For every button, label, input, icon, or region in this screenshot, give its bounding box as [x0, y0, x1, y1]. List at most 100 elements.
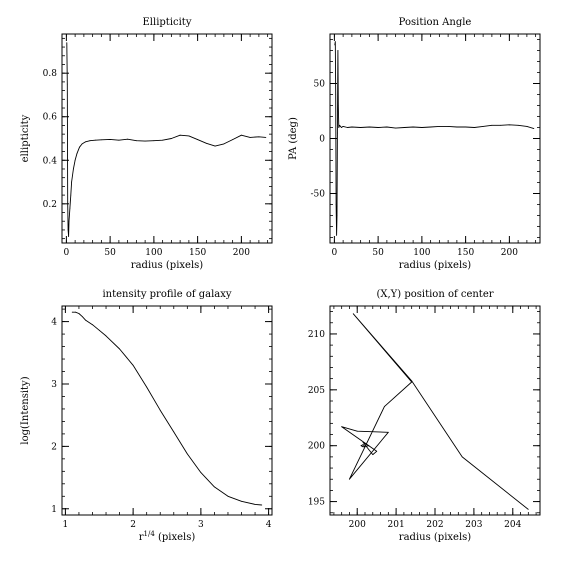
position-angle-data-point	[377, 127, 379, 128]
ellipticity-data-point	[162, 139, 164, 141]
ellipticity-data-point	[89, 140, 91, 142]
intensity-y-tick-label: 4	[51, 318, 57, 328]
position-angle-data-point	[439, 126, 440, 127]
intensity-x-tick-label: 3	[198, 520, 204, 530]
intensity-axes-frame	[61, 305, 273, 516]
ellipticity-data-point	[188, 135, 190, 137]
intensity-data-point	[78, 313, 80, 314]
center-data-point	[461, 456, 463, 458]
ellipticity-data-point	[214, 145, 216, 147]
position-angle-data-point	[340, 126, 341, 127]
center-data-point	[411, 380, 413, 382]
ellipticity-x-tick-label: 0	[64, 248, 70, 258]
ellipticity-data-point	[118, 139, 120, 141]
center-data-point	[527, 509, 529, 510]
ellipticity-data-point	[69, 207, 71, 209]
intensity-data-point	[92, 324, 93, 326]
position-angle-data-point	[491, 124, 493, 126]
position-angle-data-point	[404, 127, 405, 128]
center-data-point	[376, 450, 378, 452]
ellipticity-data-point	[144, 140, 146, 142]
position-angle-x-tick-label: 200	[501, 248, 518, 258]
intensity-data-point	[200, 472, 202, 473]
ellipticity-data-point	[136, 140, 137, 142]
intensity-data-point	[146, 386, 148, 388]
ellipticity-data-point	[197, 139, 199, 141]
position-angle-data-point	[474, 127, 475, 128]
center-title: (X,Y) position of center	[376, 289, 493, 300]
ellipticity-data-point	[232, 139, 234, 141]
center-data-point	[387, 431, 389, 433]
center-y-tick-label: 205	[308, 386, 325, 396]
position-angle-data-point	[482, 126, 484, 127]
position-angle-data-point	[347, 127, 348, 128]
position-angle-data-point	[509, 124, 510, 126]
center-data-point	[349, 478, 350, 480]
intensity-profile-panel: intensity profile of galaxy r1/4 (pixels)…	[20, 289, 273, 543]
center-y-tick-label: 210	[308, 330, 325, 340]
intensity-data-point	[214, 486, 215, 488]
position-angle-data-point	[339, 124, 340, 126]
center-data-point	[364, 446, 366, 448]
position-angle-data-point	[337, 50, 339, 51]
position-angle-y-tick-label: -50	[311, 190, 326, 200]
ellipticity-data-point	[73, 168, 74, 170]
center-data-point	[356, 430, 358, 432]
ellipticity-data-point	[127, 138, 128, 140]
ellipticity-x-tick-label: 50	[104, 248, 116, 258]
center-data-point	[360, 445, 362, 447]
position-angle-y-axis-label: PA (deg)	[288, 117, 299, 160]
intensity-x-axis-label: r1/4 (pixels)	[139, 530, 196, 543]
center-axes-frame	[329, 305, 541, 516]
ellipticity-data-point	[66, 83, 68, 85]
intensity-data-line	[72, 311, 262, 506]
ellipticity-panel: Ellipticity radius (pixels) ellipticity 0 50…	[20, 17, 273, 271]
position-angle-title: Position Angle	[399, 17, 472, 28]
intensity-data-point	[227, 495, 229, 497]
ellipticity-data-point	[67, 229, 69, 231]
ellipticity-data-point	[74, 159, 76, 161]
center-data-point	[368, 445, 370, 447]
intensity-data-point	[186, 453, 188, 455]
position-angle-data-point	[533, 128, 535, 130]
intensity-data-point	[98, 329, 100, 331]
ellipticity-y-axis-label: ellipticity	[20, 114, 31, 162]
ellipticity-data-point	[265, 137, 267, 138]
intensity-x-tick-label: 2	[130, 520, 136, 530]
intensity-data-point	[85, 319, 87, 321]
ellipticity-y-tick-label: 0.4	[43, 156, 58, 166]
position-angle-data-point	[526, 126, 528, 127]
ellipticity-data-point	[109, 139, 111, 140]
intensity-data-point	[132, 364, 134, 366]
position-angle-data-point	[386, 126, 388, 128]
intensity-y-tick-label: 1	[51, 505, 57, 515]
position-angle-panel: Position Angle radius (pixels) PA (deg) 0 50…	[288, 17, 541, 271]
position-angle-x-axis-label: radius (pixels)	[399, 260, 471, 271]
ellipticity-data-point	[241, 134, 242, 136]
position-angle-x-tick-label: 150	[457, 248, 474, 258]
intensity-data-point	[119, 348, 120, 350]
ellipticity-data-line	[66, 42, 266, 237]
position-angle-data-point	[337, 132, 338, 134]
center-y-tick-label: 200	[308, 442, 325, 452]
position-angle-data-point	[430, 126, 431, 128]
position-angle-data-line	[334, 41, 535, 236]
ellipticity-data-point	[68, 220, 70, 222]
ellipticity-x-tick-label: 200	[233, 248, 250, 258]
ellipticity-data-point	[223, 143, 225, 145]
intensity-x-tick-label: 1	[63, 520, 69, 530]
position-angle-data-point	[395, 127, 396, 129]
ellipticity-data-point	[179, 134, 181, 136]
position-angle-x-tick-label: 0	[332, 248, 338, 258]
ellipticity-data-point	[171, 138, 172, 139]
position-angle-data-point	[369, 126, 370, 128]
position-angle-data-point	[342, 126, 344, 127]
ellipticity-data-point	[79, 146, 80, 148]
center-data-line	[341, 313, 529, 510]
ellipticity-y-tick-label: 0.2	[43, 200, 57, 210]
position-angle-data-point	[421, 127, 423, 128]
ellipticity-y-tick-label: 0.8	[43, 69, 58, 79]
ellipticity-data-point	[76, 153, 78, 155]
intensity-data-point	[173, 431, 175, 433]
